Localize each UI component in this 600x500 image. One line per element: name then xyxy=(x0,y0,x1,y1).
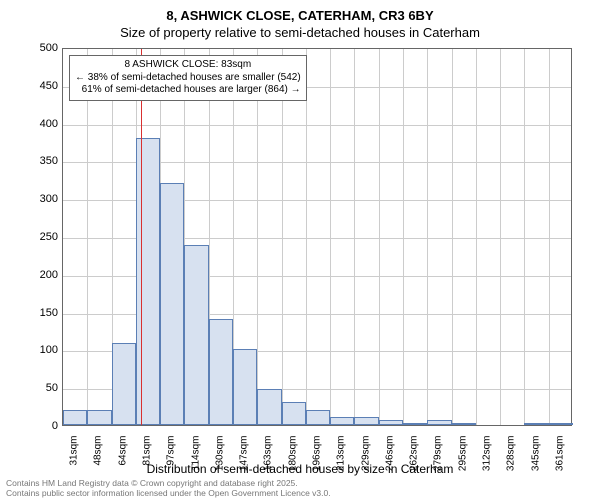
histogram-bar xyxy=(427,420,451,425)
y-tick-label: 150 xyxy=(20,307,58,319)
histogram-bar xyxy=(452,423,476,425)
x-tick-label: 312sqm xyxy=(482,436,493,486)
annotation-line-2: ← 38% of semi-detached houses are smalle… xyxy=(75,72,301,85)
y-tick-label: 100 xyxy=(20,344,58,356)
histogram-bar xyxy=(306,410,330,425)
x-tick-label: 279sqm xyxy=(433,436,444,486)
grid-line-v xyxy=(549,49,550,425)
grid-line-v xyxy=(306,49,307,425)
plot-area: 8 ASHWICK CLOSE: 83sqm← 38% of semi-deta… xyxy=(62,48,572,426)
annotation-box: 8 ASHWICK CLOSE: 83sqm← 38% of semi-deta… xyxy=(69,55,307,101)
histogram-bar xyxy=(330,417,354,425)
annotation-line-3: 61% of semi-detached houses are larger (… xyxy=(75,84,301,97)
grid-line-v xyxy=(330,49,331,425)
grid-line-v xyxy=(476,49,477,425)
annotation-line-1: 8 ASHWICK CLOSE: 83sqm xyxy=(75,59,301,72)
y-tick-label: 300 xyxy=(20,193,58,205)
y-tick-label: 200 xyxy=(20,269,58,281)
x-tick-label: 130sqm xyxy=(214,436,225,486)
y-tick-label: 400 xyxy=(20,118,58,130)
histogram-bar xyxy=(549,423,573,425)
x-tick-label: 31sqm xyxy=(69,436,80,486)
histogram-bar xyxy=(112,343,136,425)
histogram-bar xyxy=(136,138,160,425)
x-tick-label: 180sqm xyxy=(287,436,298,486)
x-tick-label: 64sqm xyxy=(117,436,128,486)
histogram-bar xyxy=(87,410,111,425)
x-tick-label: 196sqm xyxy=(312,436,323,486)
grid-line-v xyxy=(257,49,258,425)
x-tick-label: 114sqm xyxy=(190,436,201,486)
y-tick-label: 50 xyxy=(20,382,58,394)
y-tick-label: 250 xyxy=(20,231,58,243)
histogram-bar xyxy=(233,349,257,425)
y-tick-label: 450 xyxy=(20,80,58,92)
grid-line-v xyxy=(282,49,283,425)
grid-line-v xyxy=(500,49,501,425)
x-tick-label: 147sqm xyxy=(239,436,250,486)
grid-line-v xyxy=(354,49,355,425)
grid-line-v xyxy=(403,49,404,425)
property-marker-line xyxy=(141,49,143,425)
grid-line-v xyxy=(524,49,525,425)
x-tick-label: 229sqm xyxy=(360,436,371,486)
x-tick-label: 328sqm xyxy=(506,436,517,486)
grid-line-v xyxy=(452,49,453,425)
grid-line-h xyxy=(63,125,571,126)
histogram-bar xyxy=(63,410,87,425)
x-tick-label: 81sqm xyxy=(142,436,153,486)
y-tick-label: 0 xyxy=(20,420,58,432)
histogram-bar xyxy=(379,420,403,425)
grid-line-v xyxy=(427,49,428,425)
histogram-bar xyxy=(403,423,427,425)
x-tick-label: 48sqm xyxy=(93,436,104,486)
x-tick-label: 295sqm xyxy=(457,436,468,486)
x-tick-label: 262sqm xyxy=(409,436,420,486)
footer-line-2: Contains public sector information licen… xyxy=(6,488,331,498)
grid-line-v xyxy=(379,49,380,425)
chart-container: 8, ASHWICK CLOSE, CATERHAM, CR3 6BY Size… xyxy=(0,0,600,500)
histogram-bar xyxy=(257,389,281,425)
histogram-bar xyxy=(160,183,184,425)
histogram-bar xyxy=(282,402,306,425)
x-tick-label: 97sqm xyxy=(166,436,177,486)
histogram-bar xyxy=(184,245,208,425)
x-tick-label: 345sqm xyxy=(530,436,541,486)
y-tick-label: 350 xyxy=(20,155,58,167)
histogram-bar xyxy=(209,319,233,425)
grid-line-v xyxy=(87,49,88,425)
x-tick-label: 163sqm xyxy=(263,436,274,486)
x-tick-label: 246sqm xyxy=(384,436,395,486)
y-tick-label: 500 xyxy=(20,42,58,54)
x-tick-label: 361sqm xyxy=(554,436,565,486)
histogram-bar xyxy=(524,423,548,425)
histogram-bar xyxy=(354,417,378,425)
x-tick-label: 213sqm xyxy=(336,436,347,486)
